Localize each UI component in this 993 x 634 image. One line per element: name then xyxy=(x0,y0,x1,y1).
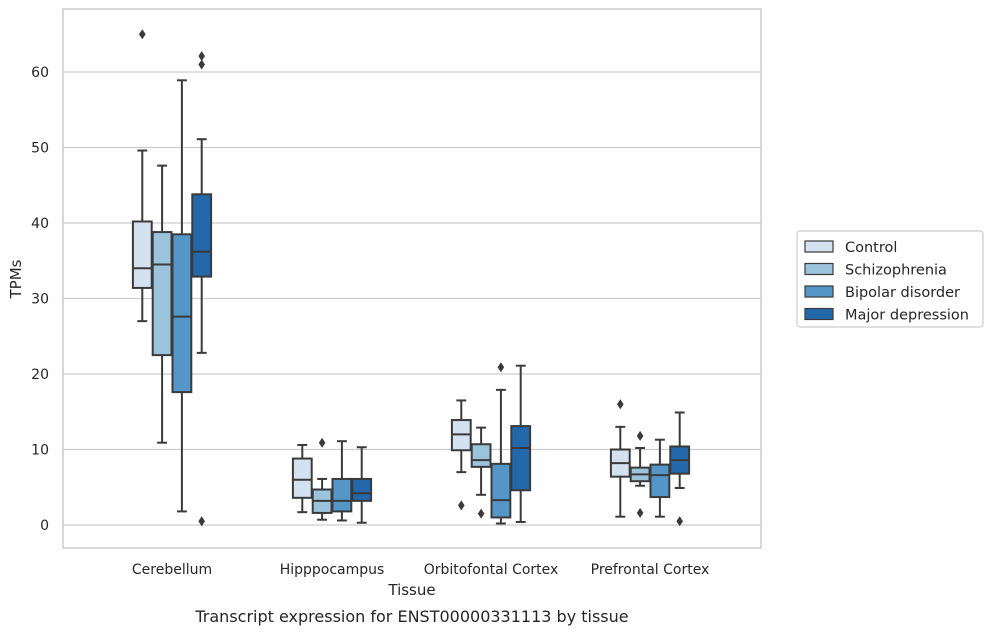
legend-label: Schizophrenia xyxy=(845,263,947,279)
box-group xyxy=(291,443,313,514)
outlier-point xyxy=(636,430,644,441)
outlier-point xyxy=(477,508,485,519)
y-tick-label: 0 xyxy=(40,518,49,534)
legend-swatch xyxy=(804,285,834,298)
x-tick-label: Hipppocampus xyxy=(280,562,385,578)
y-tick-label: 10 xyxy=(31,443,49,459)
box-group xyxy=(669,411,691,527)
legend-swatch xyxy=(804,262,834,276)
box-group xyxy=(331,440,353,522)
legend-label: Control xyxy=(845,240,897,256)
box-group xyxy=(151,164,173,444)
box-group xyxy=(311,437,333,521)
outlier-point xyxy=(139,29,146,40)
y-tick-label: 60 xyxy=(31,65,49,81)
legend-swatch xyxy=(804,240,834,253)
outlier-point xyxy=(458,500,465,511)
box xyxy=(490,462,512,519)
outlier-point xyxy=(497,362,505,373)
legend-swatch xyxy=(804,307,834,321)
box xyxy=(151,231,173,357)
box-group xyxy=(450,399,472,511)
x-axis-title: Tissue xyxy=(387,581,435,599)
outlier-point xyxy=(198,51,205,62)
box-group xyxy=(351,446,373,524)
box-group xyxy=(171,79,193,513)
box-group xyxy=(191,51,213,527)
y-tick-label: 40 xyxy=(31,216,49,232)
y-tick-label: 20 xyxy=(31,367,49,383)
plot-frame xyxy=(62,8,762,549)
box-group xyxy=(629,430,651,518)
box-group xyxy=(510,364,532,523)
box xyxy=(331,477,353,513)
boxes xyxy=(131,29,691,527)
outlier-point xyxy=(318,437,326,448)
box-group xyxy=(609,399,631,518)
outlier-point xyxy=(617,399,624,410)
box-group xyxy=(470,426,492,519)
box xyxy=(291,457,313,499)
x-tick-labels: Cerebellum Hipppocampus Orbitofontal Corte… xyxy=(132,562,709,578)
box xyxy=(470,443,492,468)
x-tick-label: Cerebellum xyxy=(132,562,212,578)
y-tick-labels: 0 10 20 30 40 50 60 xyxy=(31,65,49,534)
y-tick-label: 50 xyxy=(31,141,49,157)
box xyxy=(649,463,671,499)
outlier-point xyxy=(198,59,205,70)
legend-frame xyxy=(796,230,984,328)
y-tick-label: 30 xyxy=(31,292,49,308)
box xyxy=(351,477,373,502)
box-group xyxy=(649,438,671,518)
box xyxy=(191,193,213,278)
outlier-point xyxy=(676,516,683,527)
x-tick-label: Prefrontal Cortex xyxy=(591,562,710,578)
legend-label: Bipolar disorder xyxy=(845,285,960,301)
outlier-point xyxy=(198,516,205,527)
x-tick-label: Orbitofontal Cortex xyxy=(424,562,559,578)
box xyxy=(510,425,532,492)
box-group xyxy=(490,362,512,525)
chart-caption: Transcript expression for ENST0000033111… xyxy=(194,607,628,626)
box-group xyxy=(131,29,153,323)
legend: Control Schizophrenia Bipolar disorder Majo… xyxy=(796,230,984,328)
box xyxy=(131,220,153,289)
y-axis-title: TPMs xyxy=(7,259,25,299)
legend-label: Major depression xyxy=(845,308,969,324)
box xyxy=(171,233,193,394)
outlier-point xyxy=(636,507,644,518)
